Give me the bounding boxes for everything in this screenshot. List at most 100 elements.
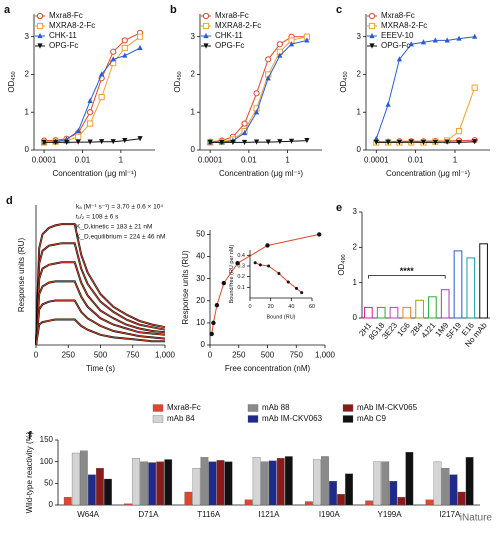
bar [373,461,382,506]
marker [202,12,210,20]
y-axis-label-subscript: 450 [177,71,183,80]
x-tick-label: 0.01 [241,156,257,165]
series-line [210,36,307,143]
panel-label: a [4,4,11,16]
point [221,280,226,286]
x-tick-label: 250 [232,351,246,360]
marker [265,56,272,63]
y-tick-label: 1 [25,107,30,116]
marker [203,43,209,49]
marker [288,41,295,47]
bar [337,494,345,506]
marker [75,133,82,140]
y-axis-label: OD450 [173,71,183,92]
x-tick-label: D71A [138,510,159,519]
x-tick-label: 0.01 [75,156,91,165]
legend-label: Mxra8-Fc [215,11,249,20]
legend-label: Mxra8-Fc [167,403,201,412]
bar [244,499,253,506]
panel-label: e [336,202,342,214]
bar [224,461,233,506]
bar [397,497,406,506]
point [277,271,281,275]
bar [148,462,157,506]
bar [415,299,424,319]
y-axis-label: OD490 [337,254,347,275]
marker [368,22,376,30]
legend-label: OPG-Fc [381,41,410,50]
marker [472,33,478,39]
y-axis-label: Response units (RU) [17,238,26,313]
legend-label: OPG-Fc [49,41,78,50]
y-tick-label: 0 [49,500,54,509]
x-tick-label: 0 [248,304,251,310]
marker [241,139,248,146]
x-tick-label: 0.0001 [32,156,57,165]
bar [184,491,193,506]
marker [368,12,376,20]
marker [444,139,450,145]
y-axis-label-text: Bound/free (RU per nM) [229,244,235,303]
x-tick-label: 750 [290,351,304,360]
marker [396,139,403,146]
y-tick-label: 3 [191,32,196,41]
marker [304,137,310,144]
marker [110,48,117,55]
bar [389,481,398,506]
marker [207,139,213,146]
marker [53,139,59,146]
bar [465,457,474,506]
marker [369,43,375,49]
y-tick-label: 2 [357,70,362,79]
x-tick-label: I217A [439,510,461,519]
marker [136,33,144,40]
significance-bracket [368,275,446,279]
bar [428,296,437,319]
marker [241,129,248,136]
annotation: K_D,equilibrium = 224 ± 46 nM [76,234,165,241]
legend-label: mAb IM-CKV063 [262,414,323,423]
marker [121,44,128,52]
y-axis-label-text: OD [337,263,346,275]
y-axis-label-subscript: 490 [341,254,347,263]
y-axis-label: Bound/free (RU per nM) [229,244,235,303]
marker [219,139,225,146]
panel-label: f [28,430,32,442]
x-tick-label: 1 [453,156,458,165]
marker [432,37,438,43]
bar [252,457,261,506]
marker [99,71,105,77]
marker [396,56,403,62]
marker [456,139,462,146]
x-tick-label: 0.0001 [364,156,389,165]
point [295,286,298,290]
panel-label: b [170,4,177,16]
y-axis-label: OD450 [339,71,349,92]
marker [36,22,44,30]
legend-label: mAb 84 [167,414,195,423]
marker [137,136,143,142]
legend-label: mAb IM-CKV065 [357,403,418,412]
x-axis-label: Time (s) [86,364,115,373]
x-tick-label: I190A [319,510,341,519]
bar [329,481,337,506]
y-tick-label: 0 [191,145,196,154]
x-axis-label: Concentration (μg ml⁻¹) [219,169,303,178]
marker [408,41,414,47]
marker [253,139,260,145]
y-axis-label: Response units (RU) [181,250,190,325]
point [267,264,271,268]
y-tick-label: 0 [201,340,206,349]
marker [253,109,260,115]
annotation: t₁/₂ = 108 ± 6 s [76,214,119,221]
marker [87,139,93,145]
y-tick-label: 1 [357,107,362,116]
x-tick-label: W64A [77,510,99,519]
panel-label: d [6,195,13,207]
marker [75,139,81,145]
y-tick-label: 20 [196,296,205,305]
y-tick-label: 10 [196,318,205,327]
bar [63,497,72,506]
marker [36,12,44,20]
marker [41,139,47,146]
